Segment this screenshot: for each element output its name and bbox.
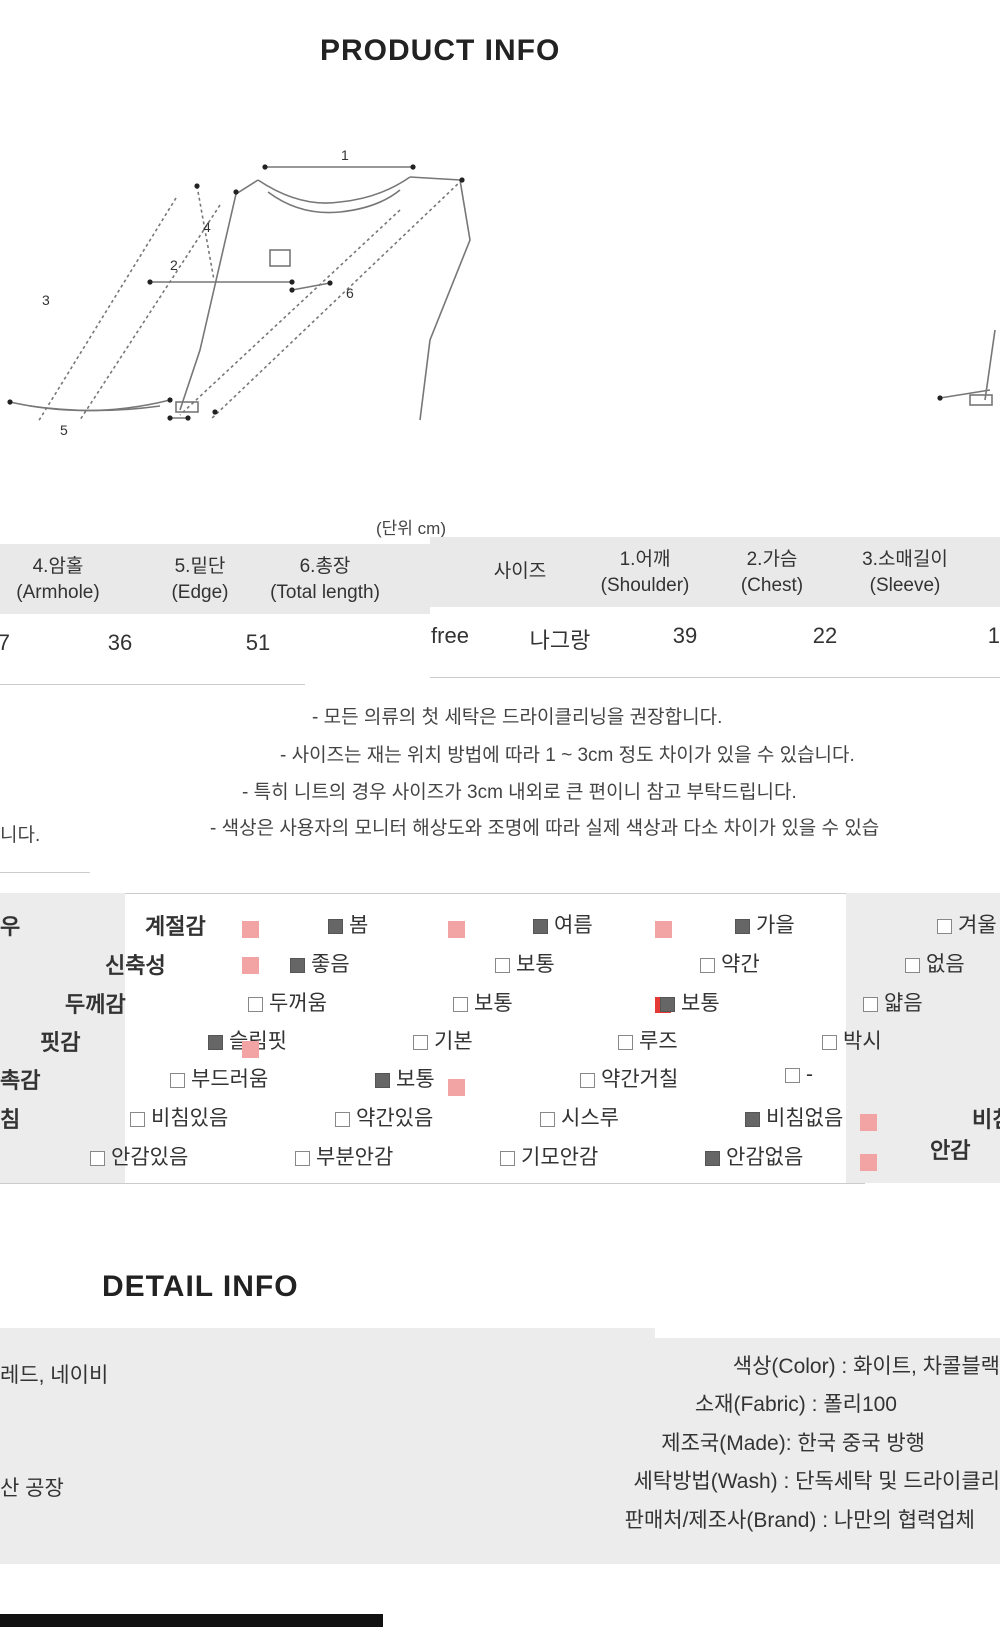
- checkbox-lining-fleece[interactable]: [500, 1150, 515, 1166]
- header-size: 사이즈: [493, 561, 547, 582]
- checkbox-see-slight[interactable]: [335, 1111, 350, 1127]
- feel-row-seethrough: 침 비침있음 약간있음 시스루 비침없음 비침: [0, 1107, 1000, 1132]
- value-size: free: [431, 623, 469, 648]
- value-edge: 36: [107, 630, 133, 655]
- note-3: - 특히 니트의 경우 사이즈가 3cm 내외로 큰 편이니 참고 부탁드립니다…: [242, 782, 797, 803]
- feel-row-touch: 촉감 부드러움 보통 약간거칠 -: [0, 1057, 1000, 1096]
- checkbox-elastic-slight[interactable]: [700, 957, 715, 973]
- table-divider: [0, 684, 305, 685]
- size-table-left: 4.암홀 (Armhole) 5.밑단 (Edge) 6.총장 (Total leng…: [0, 544, 430, 686]
- value-chest: 39: [672, 623, 698, 648]
- detail-left-line-1: 레드, 네이비: [0, 1364, 109, 1387]
- unit-label: (단위 cm): [376, 519, 446, 538]
- detail-info-title: DETAIL INFO: [102, 1270, 299, 1303]
- feel-row-season: 우 계절감 봄 여름 가을 겨울: [0, 914, 997, 939]
- feel-label-column-right: [846, 893, 1000, 1183]
- diagram-number-3: 3: [42, 292, 50, 308]
- value-sleeve: 22: [812, 623, 838, 648]
- size-table-right: 사이즈 1.어깨 (Shoulder) 2.가슴 (Chest) 3.소매길이 (Sl…: [430, 537, 1000, 679]
- checkbox-lining-part[interactable]: [295, 1150, 310, 1166]
- diagram-number-1: 1: [341, 150, 349, 163]
- feel-divider-bottom: [0, 1183, 865, 1184]
- checkbox-touch-none[interactable]: [785, 1067, 800, 1083]
- feel-divider-left: [0, 872, 90, 873]
- value-armhole: 7: [0, 630, 10, 655]
- size-table-right-header: [430, 537, 1000, 607]
- detail-info-box: [0, 1328, 1000, 1564]
- checkbox-boxy[interactable]: [822, 1034, 837, 1050]
- feel-row-fit: 핏감 슬림핏 기본 루즈 박시: [0, 1019, 1000, 1058]
- table-divider: [430, 677, 1000, 678]
- diagram-number-6: 6: [346, 285, 354, 301]
- note-4: - 색상은 사용자의 모니터 해상도와 조명에 따라 실제 색상과 다소 차이가…: [210, 818, 880, 839]
- detail-brand: 판매처/제조사(Brand) : 나만의 협력업체: [624, 1509, 975, 1532]
- note-2: - 사이즈는 재는 위치 방법에 따라 1 ~ 3cm 정도 차이가 있을 수 …: [280, 745, 855, 766]
- value-extra: 1: [987, 623, 1000, 648]
- checkbox-elastic-none[interactable]: [905, 957, 920, 973]
- feel-divider-top: [125, 893, 1000, 894]
- detail-wash: 세탁방법(Wash) : 단독세탁 및 드라이클리: [633, 1470, 1000, 1493]
- diagram-number-4: 4: [203, 219, 211, 235]
- size-table-left-header: [0, 544, 430, 614]
- checkbox-winter[interactable]: [937, 918, 952, 934]
- checkbox-elastic-good[interactable]: [290, 957, 305, 973]
- checkbox-medium[interactable]: [453, 996, 468, 1012]
- checkbox-spring[interactable]: [328, 918, 343, 934]
- checkbox-slimfit[interactable]: [208, 1034, 223, 1050]
- checkbox-summer[interactable]: [533, 918, 548, 934]
- feel-label-column-left: [0, 893, 125, 1183]
- bottom-divider: [0, 1614, 383, 1627]
- detail-made: 제조국(Made): 한국 중국 방행: [661, 1432, 925, 1455]
- header-edge: 5.밑단 (Edge): [171, 556, 229, 603]
- detail-color: 색상(Color) : 화이트, 차콜블랙: [732, 1355, 1000, 1378]
- value-total-length: 51: [245, 630, 271, 655]
- garment-size-diagram: 1 2 3 4 5 6: [7, 150, 996, 438]
- feel-row-elasticity: 신축성 좋음 보통 약간 없음: [105, 953, 965, 978]
- header-sleeve: 3.소매길이 (Sleeve): [862, 549, 948, 596]
- header-total-length: 6.총장 (Total length): [270, 556, 380, 603]
- checkbox-lining-none[interactable]: [705, 1150, 720, 1166]
- checkbox-autumn[interactable]: [735, 918, 750, 934]
- detail-left-line-2: 산 공장: [0, 1477, 64, 1500]
- checkbox-basic[interactable]: [413, 1034, 428, 1050]
- checkbox-see-yes[interactable]: [130, 1111, 145, 1127]
- checkbox-normal[interactable]: [660, 996, 675, 1012]
- header-chest: 2.가슴 (Chest): [740, 549, 804, 596]
- checkbox-see-through[interactable]: [540, 1111, 555, 1127]
- checkbox-lining-yes[interactable]: [90, 1150, 105, 1166]
- checkbox-thick[interactable]: [248, 996, 263, 1012]
- checkbox-thin[interactable]: [863, 996, 878, 1012]
- value-shoulder: 나그랑: [529, 628, 591, 653]
- feel-row-thickness: 두께감 두꺼움 보통 보통 얇음: [65, 992, 923, 1017]
- checkbox-rough[interactable]: [580, 1072, 595, 1088]
- detail-info-notch: [655, 1318, 1000, 1338]
- checkbox-loose[interactable]: [618, 1034, 633, 1050]
- diagram-number-2: 2: [170, 257, 178, 273]
- diagram-number-5: 5: [60, 422, 68, 438]
- note-5: 니다.: [0, 825, 41, 846]
- header-armhole: 4.암홀 (Armhole): [16, 556, 100, 603]
- feel-row-lining: 안감있음 부분안감 기모안감 안감없음 안감: [0, 1135, 1000, 1173]
- note-1: - 모든 의류의 첫 세탁은 드라이클리닝을 권장합니다.: [312, 707, 723, 728]
- checkbox-elastic-normal[interactable]: [495, 957, 510, 973]
- product-info-title: PRODUCT INFO: [320, 34, 561, 67]
- checkbox-touch-normal[interactable]: [375, 1072, 390, 1088]
- checkbox-see-none[interactable]: [745, 1111, 760, 1127]
- checkbox-soft[interactable]: [170, 1072, 185, 1088]
- header-shoulder: 1.어깨 (Shoulder): [600, 549, 690, 596]
- detail-fabric: 소재(Fabric) : 폴리100: [694, 1393, 897, 1416]
